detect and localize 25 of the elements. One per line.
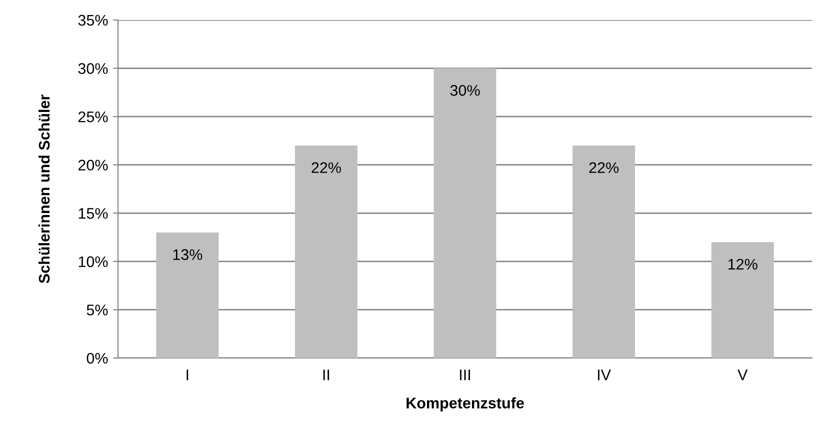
x-tick-label: IV [598,370,611,380]
x-tick-label: I [186,370,188,380]
y-tick-label: 5% [86,304,108,316]
y-tick-label: 35% [78,14,108,26]
y-tick-label: 15% [78,208,108,219]
y-tick-label: 30% [78,63,108,74]
y-tick-label: 20% [78,160,108,171]
bar [434,68,496,358]
y-axis-title: Schülerinnen und Schüler [38,94,50,284]
bar [711,242,774,358]
data-label: 22% [589,162,619,174]
data-label: 22% [312,162,341,174]
y-tick-label: 0% [86,352,108,364]
data-label: 30% [450,85,480,96]
bar [294,146,358,358]
data-label: 12% [728,258,758,270]
data-label: 13% [173,249,202,260]
x-tick-label: II [323,370,330,380]
bar [156,232,219,358]
bar [572,146,636,358]
x-axis-title: Kompetenzstufe [406,397,524,412]
x-tick-label: V [738,370,748,380]
x-tick-label: III [460,370,470,380]
y-tick-label: 25% [78,111,108,122]
y-tick-label: 10% [78,256,108,268]
